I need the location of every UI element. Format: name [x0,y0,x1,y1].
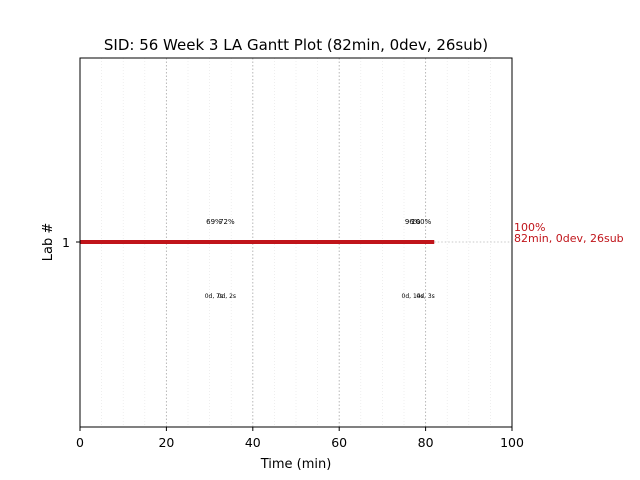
x-tick-label: 40 [245,435,261,450]
x-tick-label: 100 [500,435,524,450]
percent-label: 72% [219,218,235,226]
status-label: 0d, 14s [402,293,424,300]
percent-label: 69% [206,218,222,226]
bar-layer [80,240,512,244]
status-label: 0d, 3s [416,293,434,300]
percent-label: 96% [405,218,421,226]
end-annotation-summary: 82min, 0dev, 26sub [514,232,624,245]
y-tick-label: 1 [62,235,70,250]
x-tick-label: 80 [418,435,434,450]
y-axis-label: Lab # [41,223,56,262]
x-axis-ticks: 0 20 40 60 80 100 [76,427,524,450]
x-tick-label: 60 [331,435,347,450]
chart-title: SID: 56 Week 3 LA Gantt Plot (82min, 0de… [104,36,488,54]
percent-label: 100% [411,218,431,226]
x-axis-label: Time (min) [260,457,332,472]
x-tick-label: 0 [76,435,84,450]
gantt-bar [80,240,435,244]
x-tick-label: 20 [158,435,174,450]
end-annotation-percent: 100% [514,221,545,234]
status-label: 0d, 7s [205,293,223,300]
y-axis-ticks: 1 [62,235,80,250]
status-label: 0d, 2s [218,293,236,300]
